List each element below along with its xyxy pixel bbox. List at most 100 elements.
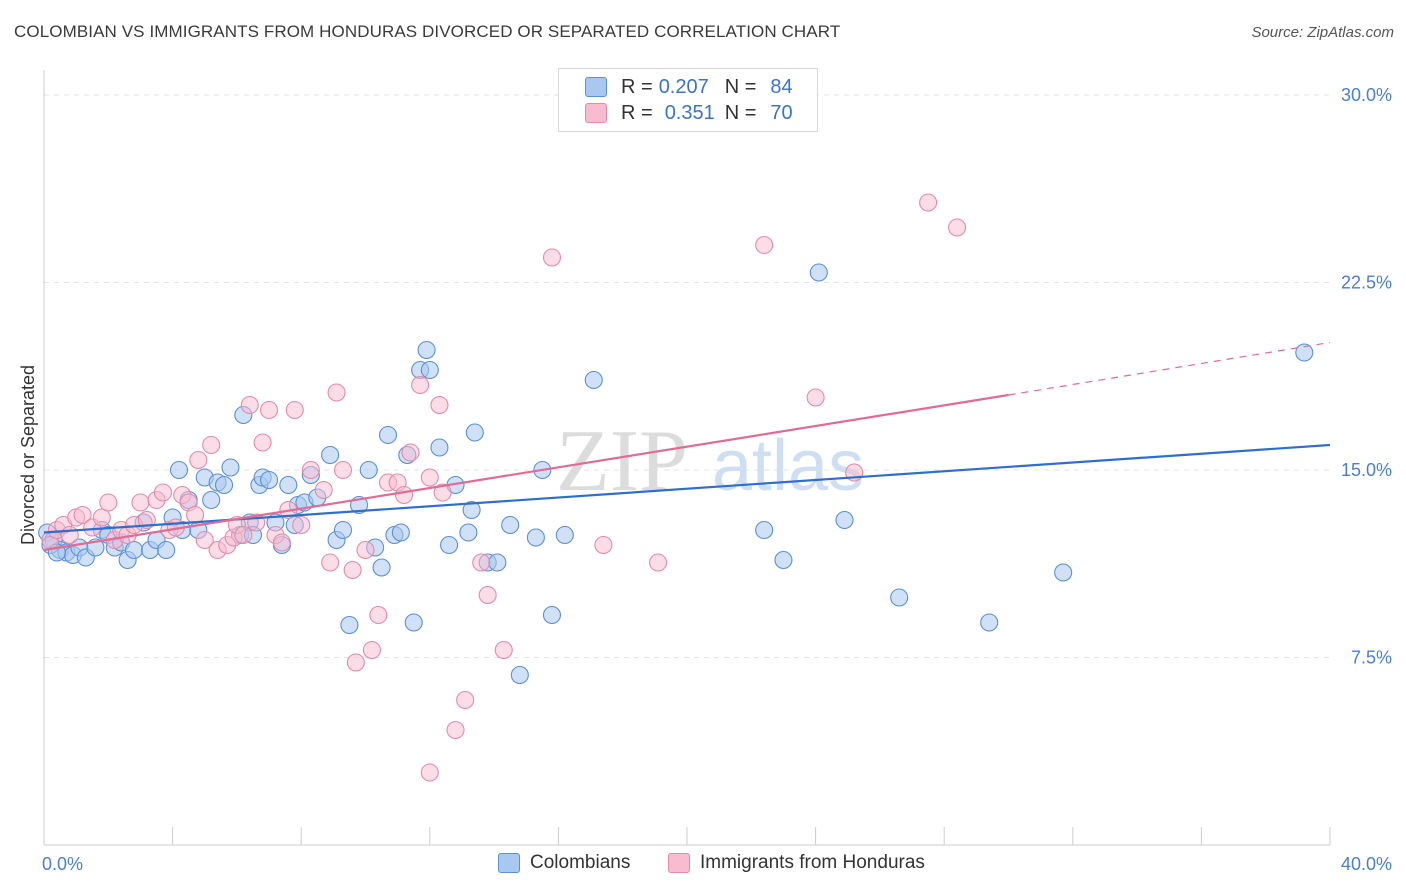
honduras-point: [333, 460, 353, 480]
chart-title: COLOMBIAN VS IMMIGRANTS FROM HONDURAS DI…: [14, 22, 841, 41]
legend-r-label: R =: [621, 101, 653, 124]
colombians-point: [420, 360, 439, 380]
colombians-point: [378, 425, 398, 445]
y-tick-labels: 7.5% 15.0% 22.5% 30.0%: [1341, 85, 1392, 668]
legend-r-value: 0.351: [664, 101, 715, 124]
colombians-point: [510, 665, 529, 685]
colombians-point: [890, 588, 909, 607]
legend-n-label: N =: [724, 101, 757, 124]
legend-item-colombians: Colombians: [498, 852, 630, 874]
colombians-point: [555, 525, 574, 545]
y-tick-label: 30.0%: [1341, 85, 1392, 105]
x-tick-label: 40.0%: [1341, 854, 1392, 874]
colombians-point: [321, 445, 340, 465]
colombians-point: [809, 263, 828, 282]
colombians-points: [38, 263, 1314, 685]
honduras-point: [314, 480, 333, 500]
honduras-point: [327, 383, 346, 402]
colombians-point: [340, 615, 359, 635]
honduras-point: [346, 653, 365, 672]
legend-swatch-blue: [498, 853, 520, 873]
honduras-point: [189, 450, 208, 470]
honduras-point: [301, 460, 320, 480]
honduras-points: [41, 193, 967, 782]
honduras-point: [259, 400, 279, 420]
honduras-trend-extension: [1008, 341, 1331, 396]
honduras-point: [195, 530, 214, 550]
legend-swatch-pink: [585, 103, 607, 123]
honduras-point: [542, 248, 562, 267]
honduras-point: [478, 585, 497, 605]
honduras-point: [948, 218, 967, 237]
colombians-point: [417, 340, 436, 360]
honduras-point: [594, 535, 613, 555]
honduras-point: [430, 395, 449, 415]
colombians-point: [440, 535, 459, 555]
colombians-point: [835, 510, 854, 530]
honduras-point: [420, 468, 439, 487]
stats-legend: R = 0.207 N = 84 R = 0.351 N = 70: [558, 68, 818, 132]
honduras-point: [186, 505, 205, 525]
honduras-point: [60, 525, 79, 545]
source-label: Source: ZipAtlas.com: [1251, 24, 1394, 41]
colombians-point: [584, 370, 603, 390]
colombians-point: [755, 520, 774, 540]
honduras-point: [240, 395, 259, 415]
honduras-point: [649, 553, 668, 572]
honduras-point: [456, 690, 475, 710]
colombians-point: [124, 540, 144, 560]
honduras-point: [202, 435, 221, 455]
honduras-point: [234, 525, 253, 545]
honduras-point: [272, 533, 291, 552]
honduras-point: [321, 553, 340, 572]
grid-lines: [44, 94, 1330, 658]
legend-swatch-pink: [668, 853, 690, 873]
trend-lines: [43, 341, 1331, 552]
legend-n-value: 84: [770, 75, 793, 98]
colombians-point: [359, 460, 378, 480]
colombians-point: [202, 490, 221, 510]
honduras-point: [919, 193, 938, 212]
x-tick-labels: 0.0% 40.0%: [42, 854, 1392, 874]
y-tick-label: 15.0%: [1341, 460, 1392, 480]
honduras-point: [433, 483, 452, 502]
axes: [43, 70, 1331, 846]
honduras-point: [755, 235, 774, 255]
honduras-point: [369, 605, 388, 625]
colombians-point: [465, 423, 484, 442]
honduras-point: [92, 508, 111, 527]
honduras-point: [472, 553, 491, 572]
colombians-point: [279, 475, 298, 495]
colombians-point: [526, 528, 545, 547]
honduras-point: [446, 720, 465, 740]
colombians-point: [462, 500, 481, 520]
legend-n-value: 70: [770, 101, 793, 124]
honduras-point: [806, 388, 825, 407]
legend-r-value: 0.207: [658, 75, 709, 98]
colombians-point: [980, 613, 999, 632]
y-axis-label: Divorced or Separated: [18, 365, 38, 545]
legend-row-colombians: R = 0.207 N = 84: [585, 75, 793, 99]
colombians-point: [430, 438, 449, 457]
colombians-point: [542, 605, 562, 625]
honduras-point: [292, 515, 311, 535]
legend-row-honduras: R = 0.351 N = 70: [585, 101, 793, 125]
x-tick-label: 0.0%: [42, 854, 83, 874]
series-legend: Colombians Immigrants from Honduras: [0, 852, 1406, 876]
honduras-point: [131, 493, 150, 512]
legend-swatch-blue: [585, 77, 607, 97]
honduras-point: [356, 540, 375, 560]
honduras-point: [494, 640, 513, 660]
colombians-point: [459, 523, 478, 542]
honduras-point: [395, 485, 414, 505]
honduras-point: [343, 560, 362, 580]
colombians-point: [169, 460, 189, 480]
legend-r-label: R =: [621, 75, 653, 98]
y-tick-label: 22.5%: [1341, 273, 1392, 293]
honduras-point: [153, 483, 173, 502]
colombians-point: [404, 613, 423, 632]
colombians-point: [1054, 563, 1073, 582]
colombians-point: [333, 520, 353, 540]
honduras-point: [362, 640, 381, 660]
